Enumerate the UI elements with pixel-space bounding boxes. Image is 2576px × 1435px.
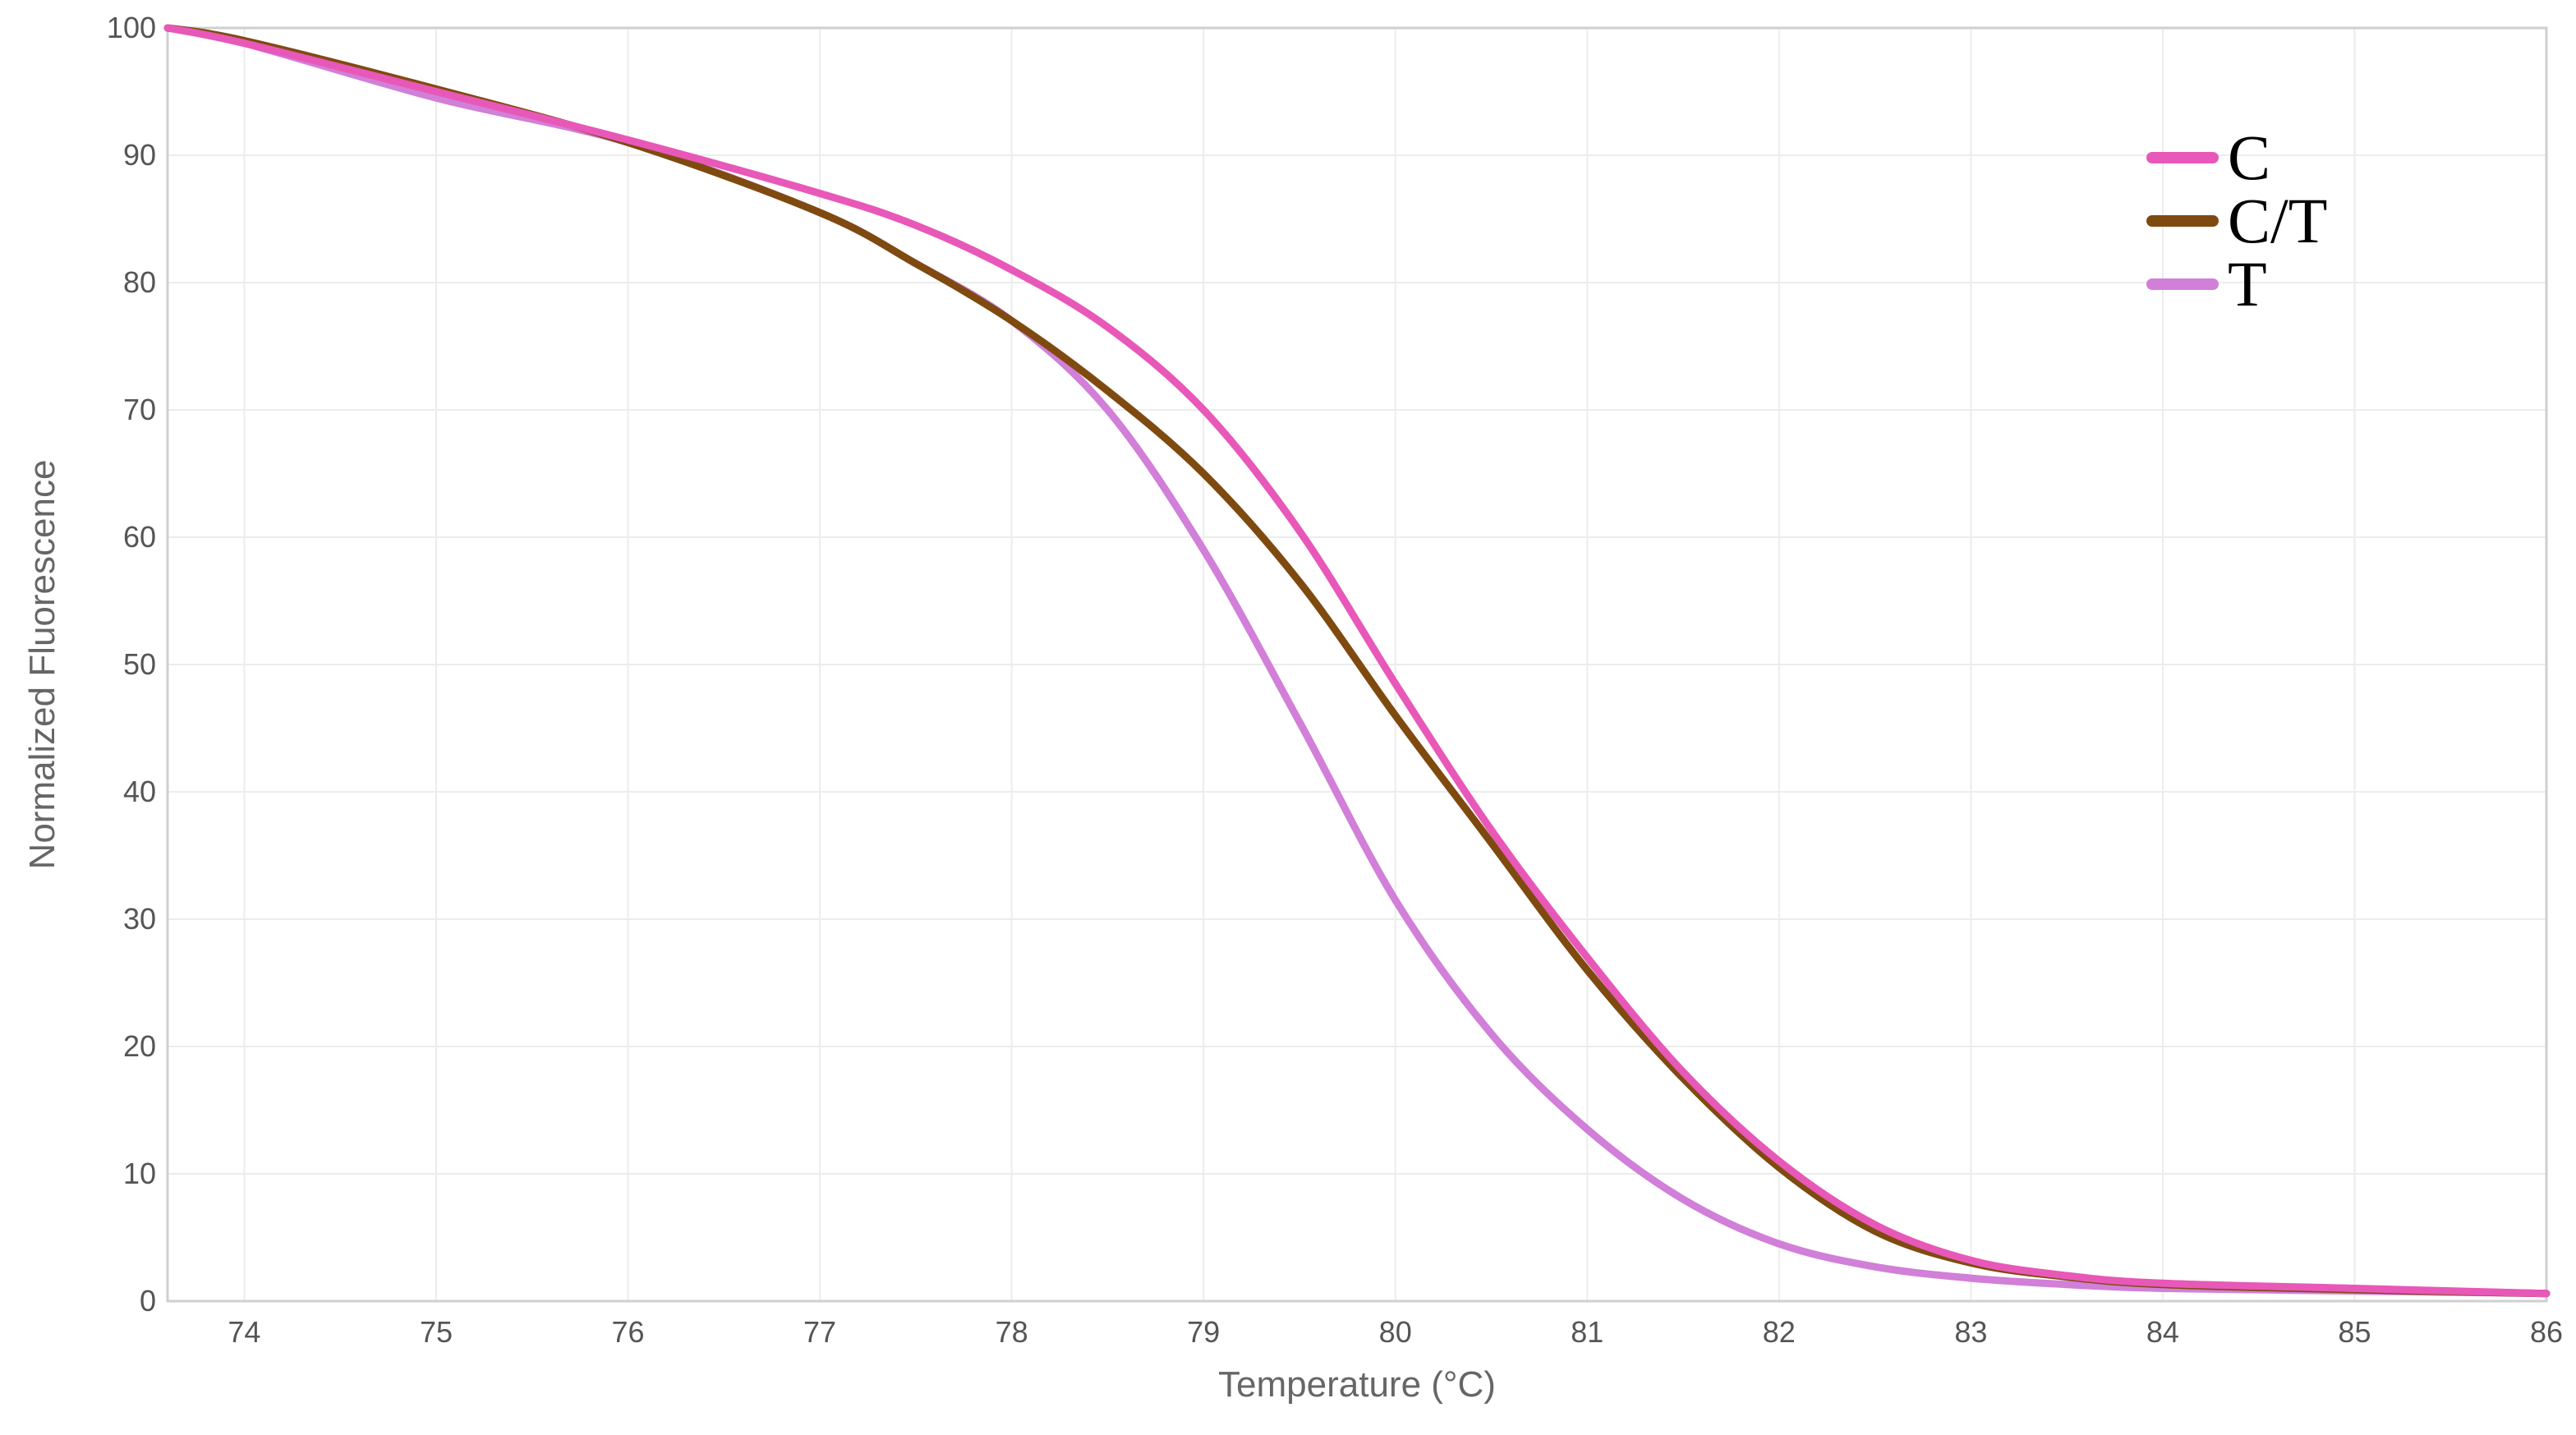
x-tick-label: 82	[1763, 1315, 1796, 1349]
x-tick-label: 85	[2338, 1315, 2371, 1349]
series-line-c	[163, 24, 2551, 1298]
x-tick-label: 77	[803, 1315, 836, 1349]
y-tick-label: 0	[140, 1284, 156, 1318]
x-tick-label: 80	[1379, 1315, 1412, 1349]
series-layer	[163, 24, 2551, 1298]
x-tick-label: 79	[1187, 1315, 1220, 1349]
legend-label: C	[2228, 122, 2270, 193]
y-tick-label: 80	[123, 265, 156, 299]
x-tick-label: 83	[1954, 1315, 1987, 1349]
y-tick-label: 30	[123, 902, 156, 936]
x-tick-label: 75	[420, 1315, 453, 1349]
y-tick-label: 90	[123, 138, 156, 172]
y-tick-label: 100	[107, 11, 156, 44]
x-tick-label: 74	[228, 1315, 260, 1349]
y-tick-label: 50	[123, 647, 156, 681]
legend-label: T	[2228, 248, 2267, 320]
x-axis: 74 75 76 77 78 79 80 81 82 83 84 85 86	[228, 1315, 2563, 1349]
y-tick-label: 40	[123, 775, 156, 808]
x-tick-label: 76	[611, 1315, 644, 1349]
x-tick-label: 84	[2146, 1315, 2179, 1349]
x-axis-title: Temperature (°C)	[1218, 1364, 1496, 1405]
y-tick-label: 70	[123, 393, 156, 426]
y-tick-label: 60	[123, 520, 156, 554]
x-tick-label: 81	[1571, 1315, 1603, 1349]
x-tick-label: 78	[996, 1315, 1028, 1349]
legend-label: C/T	[2228, 185, 2327, 256]
y-axis-title: Normalized Fluorescence	[22, 460, 62, 870]
plot-frame	[166, 26, 2548, 1303]
y-tick-label: 10	[123, 1157, 156, 1190]
y-tick-label: 20	[123, 1029, 156, 1063]
y-axis: 0 10 20 30 40 50 60 70 80 90 100	[107, 11, 156, 1318]
x-tick-label: 86	[2530, 1315, 2563, 1349]
legend: CC/TT	[2146, 122, 2327, 320]
